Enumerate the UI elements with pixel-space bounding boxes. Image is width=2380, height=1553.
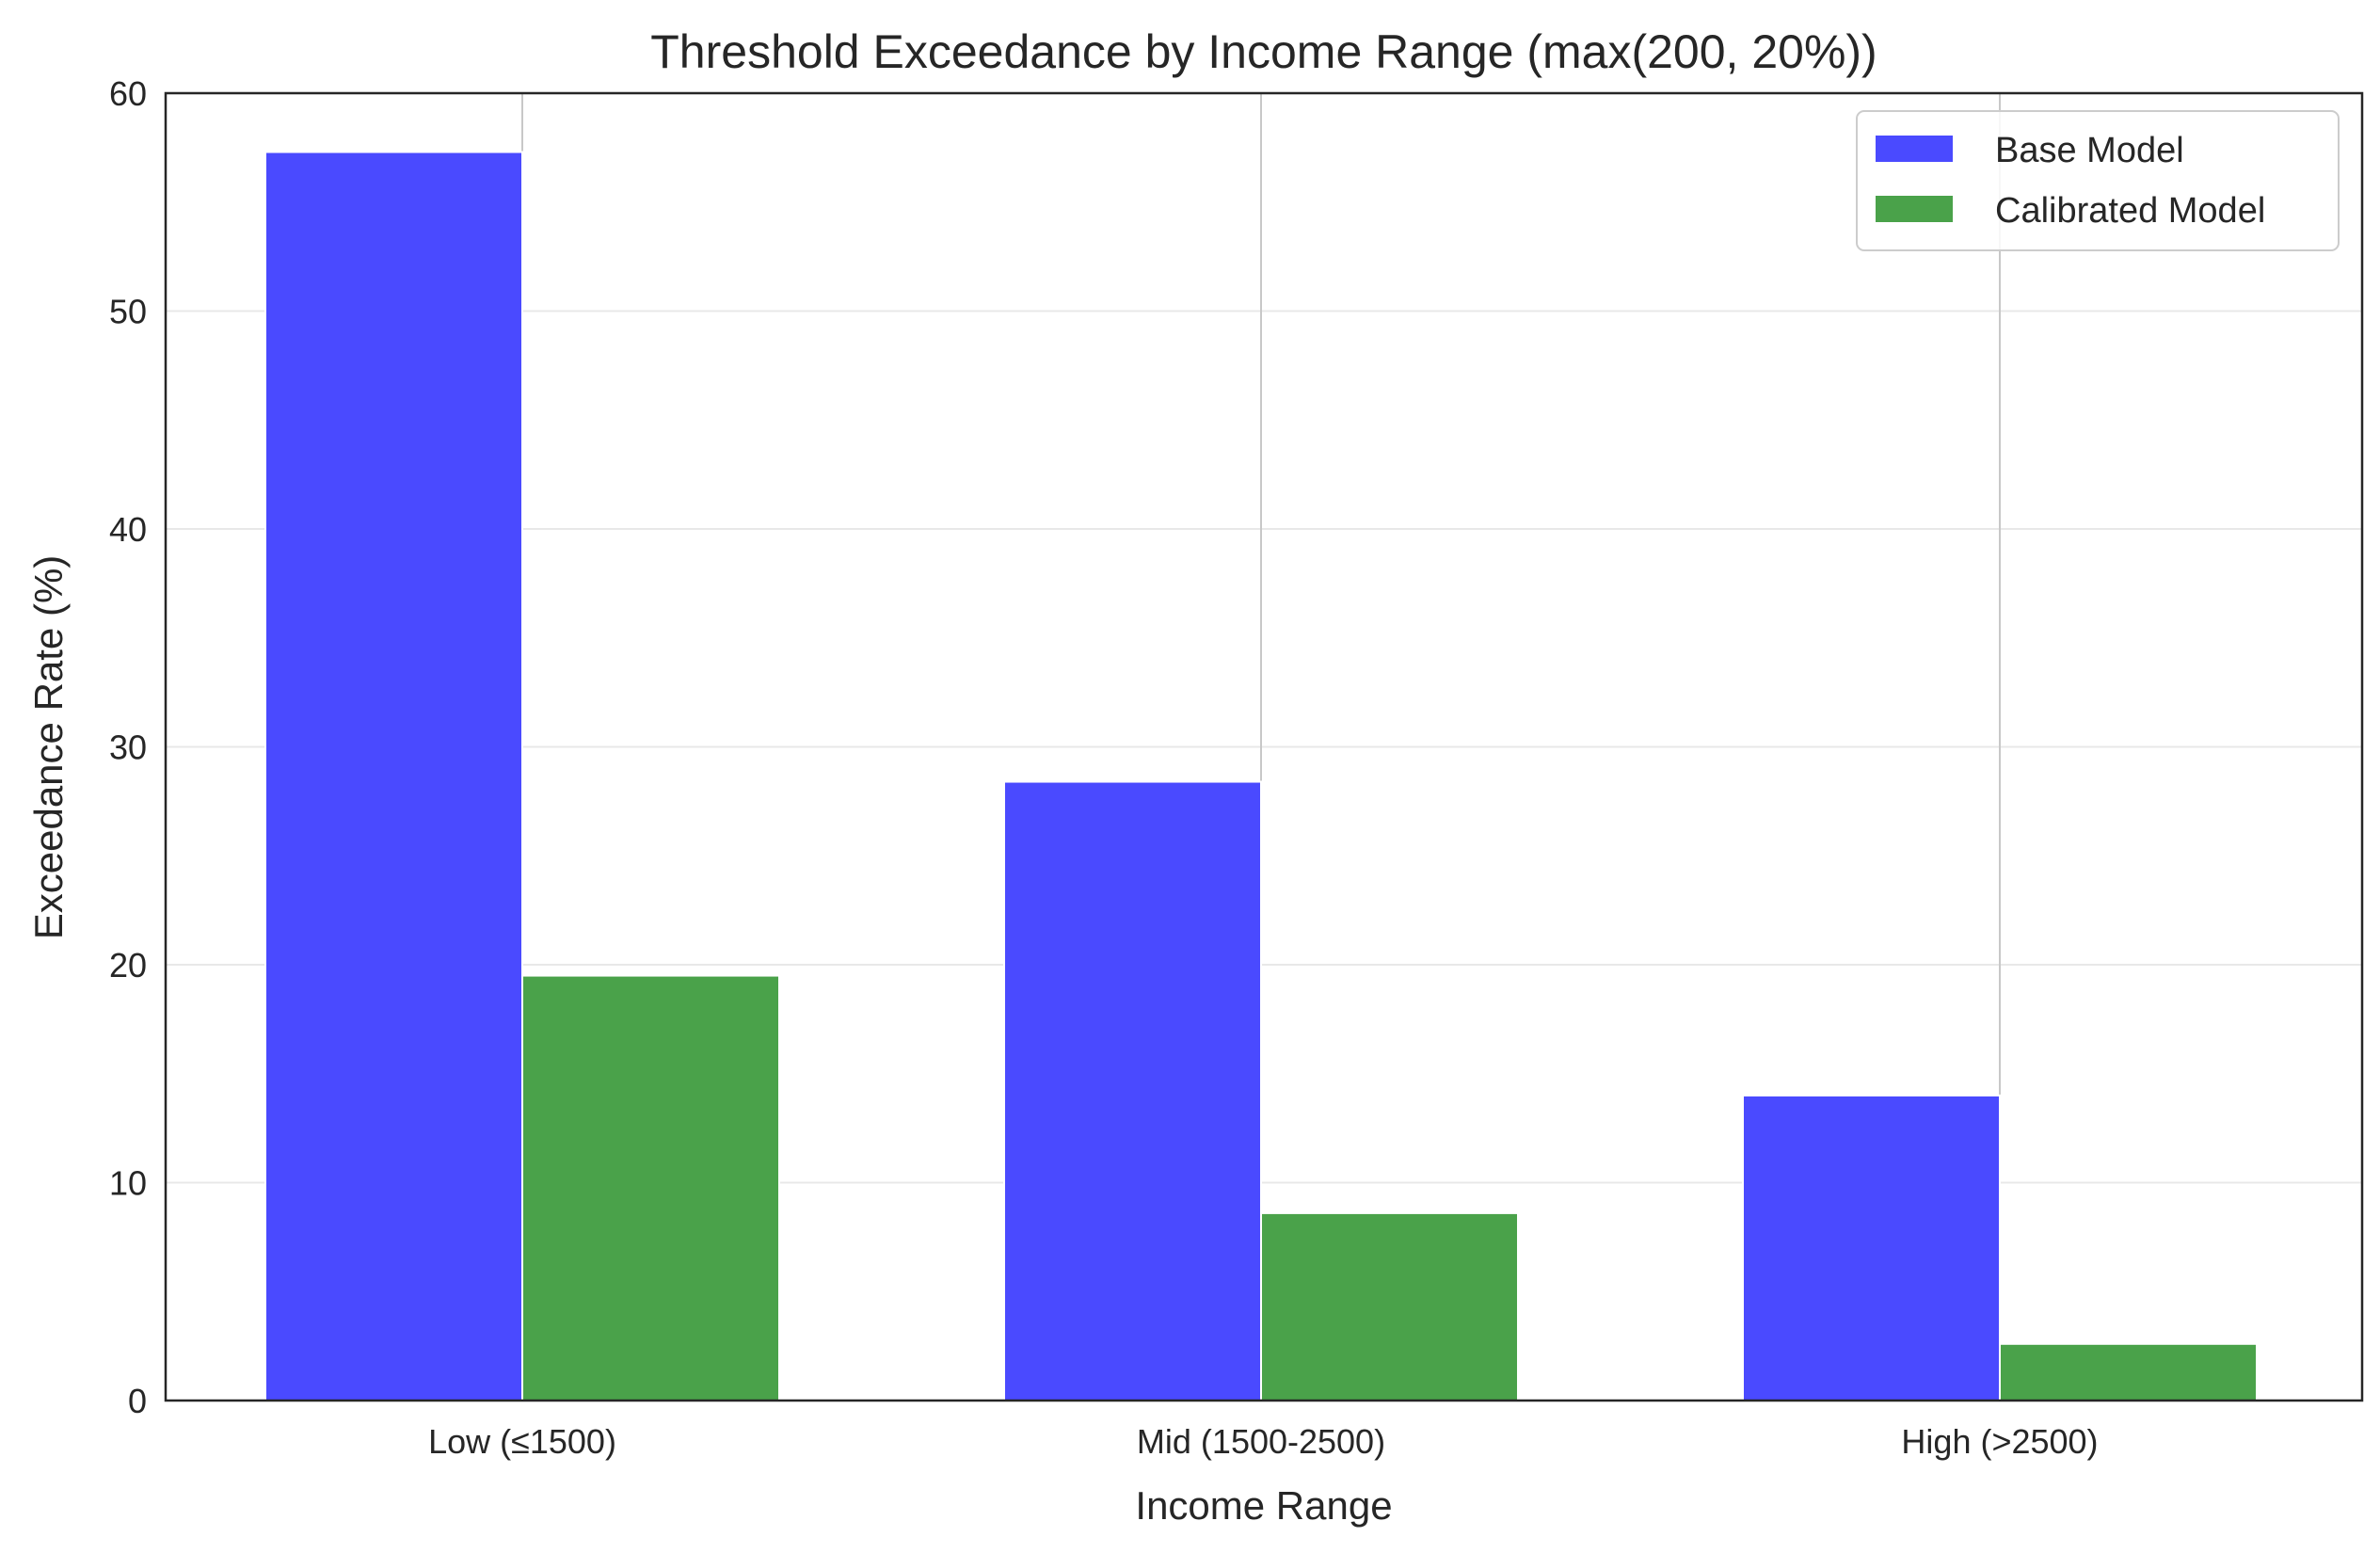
- bar-calibrated-model-2: [1999, 1342, 2258, 1402]
- bar-base-model-0: [264, 151, 523, 1401]
- plot-frame: [164, 91, 2364, 1402]
- y-axis-label: Exceedance Rate (%): [26, 555, 71, 940]
- x-axis-label: Income Range: [1135, 1483, 1392, 1528]
- ticks-layer: 0 10 20 30 40 50 60 Low (≤1500) Mid (1500-2500) H…: [109, 74, 2099, 1461]
- bar-calibrated-model-1: [1260, 1211, 1519, 1402]
- y-tick-label: 50: [109, 293, 147, 331]
- y-tick-label: 60: [109, 74, 147, 113]
- y-tick-label: 30: [109, 728, 147, 767]
- x-tick-label: High (>2500): [1901, 1422, 2098, 1461]
- legend-swatch-calibrated-model: [1876, 196, 1953, 222]
- legend: Base Model Calibrated Model: [1856, 110, 2340, 251]
- chart-title: Threshold Exceedance by Income Range (ma…: [650, 25, 1877, 78]
- x-tick-label: Mid (1500-2500): [1137, 1422, 1385, 1461]
- x-tick-label: Low (≤1500): [428, 1422, 616, 1461]
- legend-label-calibrated-model: Calibrated Model: [1995, 191, 2265, 231]
- legend-swatch-base-model: [1876, 136, 1953, 162]
- legend-box: [1856, 110, 2340, 251]
- y-tick-label: 40: [109, 510, 147, 549]
- y-tick-label: 10: [109, 1164, 147, 1203]
- bar-base-model-2: [1742, 1094, 2001, 1402]
- bar-calibrated-model-0: [521, 974, 780, 1401]
- bar-base-model-1: [1003, 780, 1262, 1401]
- legend-label-base-model: Base Model: [1995, 131, 2184, 170]
- y-tick-label: 20: [109, 946, 147, 985]
- y-tick-label: 0: [128, 1382, 147, 1420]
